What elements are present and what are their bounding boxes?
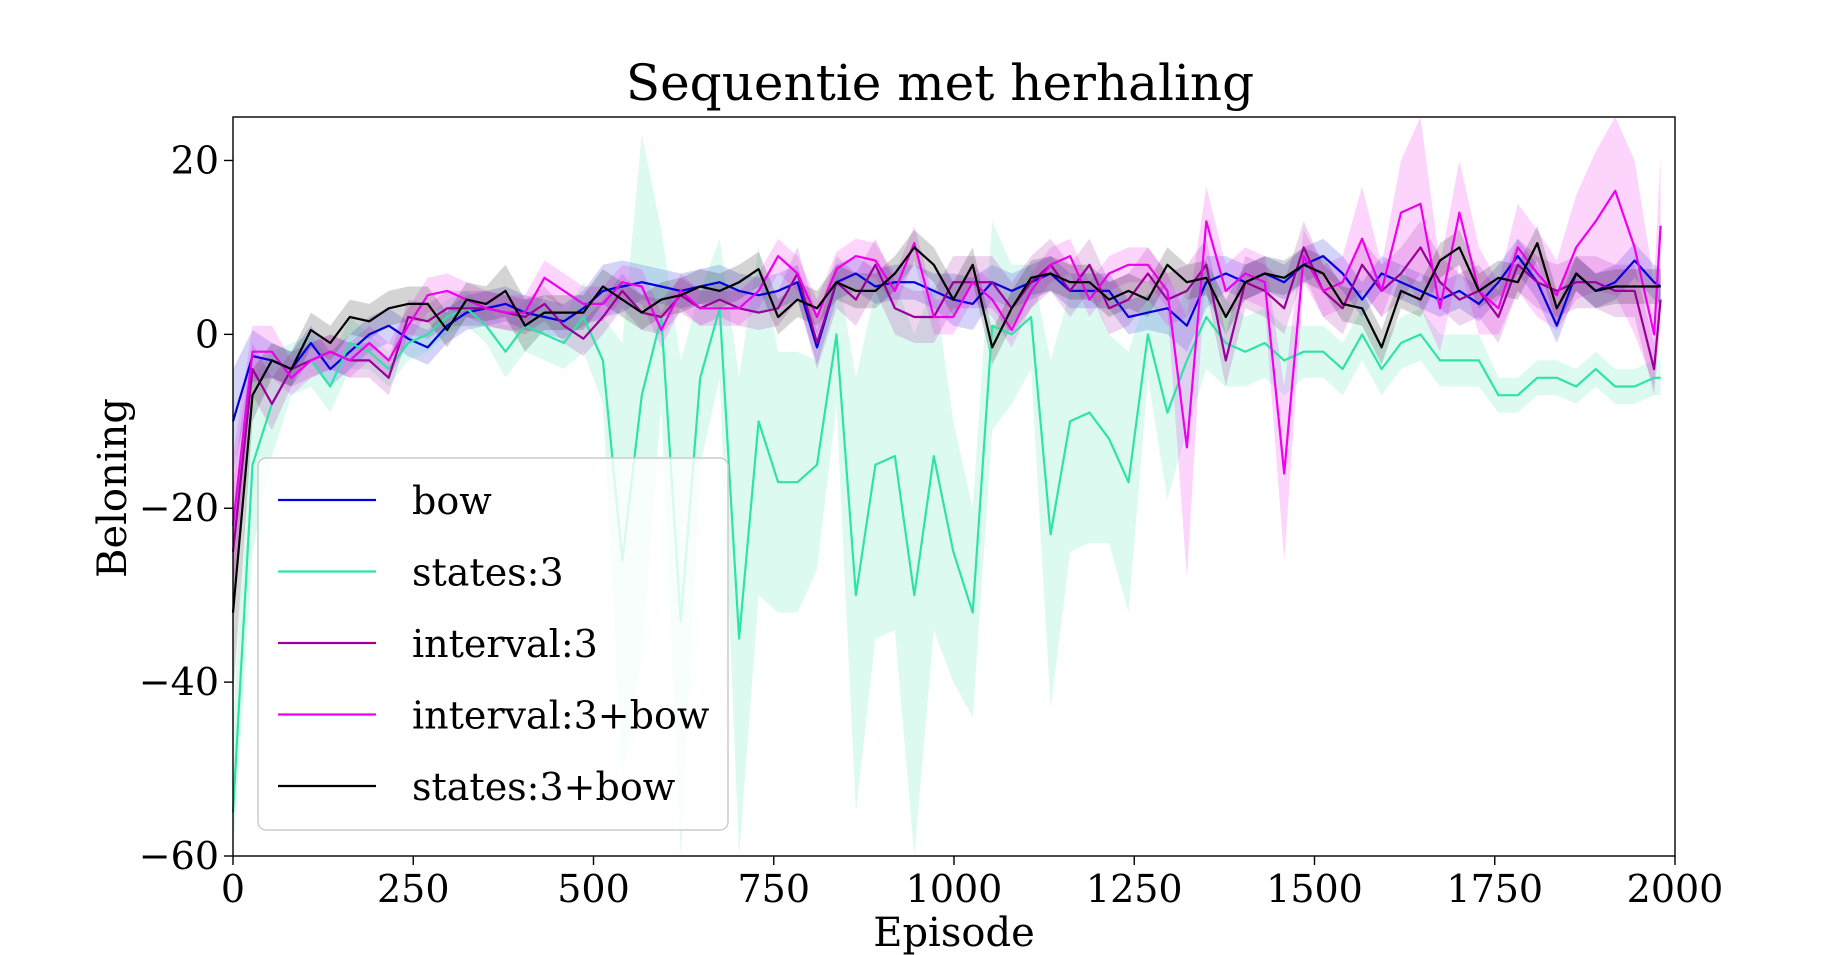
y-tick-label: −60 xyxy=(139,834,219,878)
x-tick-label: 1250 xyxy=(1086,867,1183,911)
band-series-4 xyxy=(233,225,1661,700)
legend-label-1: states:3 xyxy=(412,551,564,595)
plot-area xyxy=(231,117,1662,856)
legend-label-2: interval:3 xyxy=(412,622,598,666)
legend-label-4: states:3+bow xyxy=(412,765,676,809)
band-series-1 xyxy=(233,134,1661,856)
x-tick-label: 250 xyxy=(377,867,450,911)
series-lines xyxy=(231,189,1662,813)
band-series-3 xyxy=(233,117,1661,596)
y-tick-label: 0 xyxy=(195,312,219,356)
legend-label-0: bow xyxy=(412,479,492,523)
line-series-4 xyxy=(231,242,1661,613)
x-tick-label: 0 xyxy=(221,867,245,911)
y-tick-label: −40 xyxy=(139,660,219,704)
line-series-1 xyxy=(231,307,1661,813)
series-bands xyxy=(233,117,1661,856)
y-axis-label: Beloning xyxy=(90,398,136,578)
chart-title: Sequentie met herhaling xyxy=(626,54,1254,112)
x-tick-label: 500 xyxy=(557,867,630,911)
legend-frame xyxy=(257,457,729,831)
y-axis: −60 −40 −20 0 20 xyxy=(139,138,233,878)
band-series-0 xyxy=(233,238,1661,474)
y-tick-label: −20 xyxy=(139,486,219,530)
x-tick-label: 2000 xyxy=(1627,867,1724,911)
x-tick-label: 1750 xyxy=(1446,867,1543,911)
x-axis: 0 250 500 750 1000 1250 1500 1750 2000 xyxy=(221,856,1723,911)
x-tick-label: 1000 xyxy=(906,867,1003,911)
band-series-2 xyxy=(233,221,1661,622)
x-axis-label: Episode xyxy=(873,910,1034,955)
legend: bow states:3 interval:3 interval:3+bow state… xyxy=(257,457,729,831)
x-tick-label: 1500 xyxy=(1266,867,1363,911)
legend-label-3: interval:3+bow xyxy=(412,694,710,738)
y-tick-label: 20 xyxy=(171,138,219,182)
x-tick-label: 750 xyxy=(737,867,810,911)
